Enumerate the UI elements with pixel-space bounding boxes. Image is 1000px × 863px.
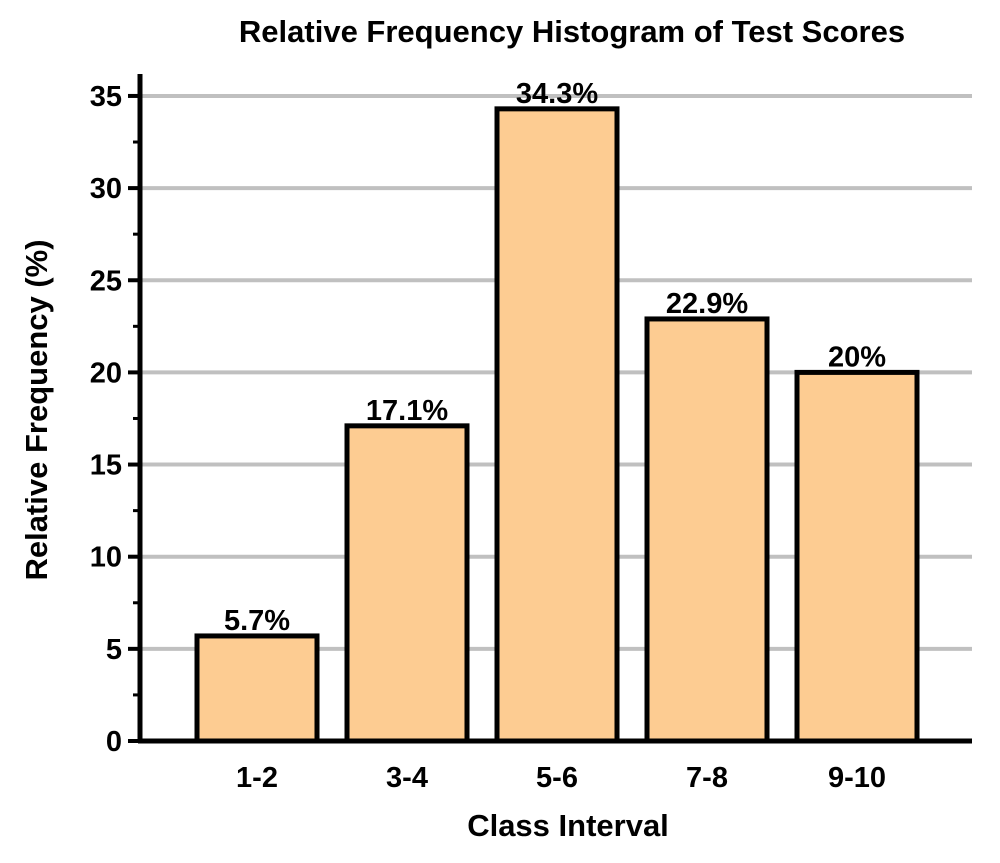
bar-5-6 [494,106,620,744]
x-tick-label: 1-2 [236,762,278,794]
data-label-9-10: 20% [828,341,886,373]
data-label-3-4: 17.1% [366,395,448,427]
y-tick-label: 10 [90,542,122,574]
data-labels: 5.7% 17.1% 34.3% 22.9% 20% [224,78,886,637]
tick-labels: 0 5 10 15 20 25 30 35 1-2 3-4 5-6 7-8 9-10 [90,81,886,794]
chart-title: Relative Frequency Histogram of Test Sco… [239,14,905,49]
y-tick-label: 0 [106,726,122,758]
data-label-5-6: 34.3% [516,78,598,110]
y-tick-label: 30 [90,173,122,205]
y-tick-label: 20 [90,357,122,389]
bar-3-4 [344,423,470,744]
bar-9-10 [794,369,920,744]
y-tick-label: 35 [90,81,122,113]
y-axis-label: Relative Frequency (%) [19,239,54,580]
axes [128,74,972,744]
x-tick-label: 5-6 [536,762,578,794]
y-tick-label: 25 [90,265,122,297]
x-axis-label: Class Interval [467,808,669,843]
data-label-7-8: 22.9% [666,288,748,320]
y-tick-label: 15 [90,450,122,482]
x-tick-label: 9-10 [828,762,886,794]
bars [194,106,920,744]
x-tick-label: 3-4 [386,762,428,794]
bar-7-8 [644,316,770,744]
y-tick-label: 5 [106,634,122,666]
bar-1-2 [194,633,320,744]
data-label-1-2: 5.7% [224,605,290,637]
x-tick-label: 7-8 [686,762,728,794]
